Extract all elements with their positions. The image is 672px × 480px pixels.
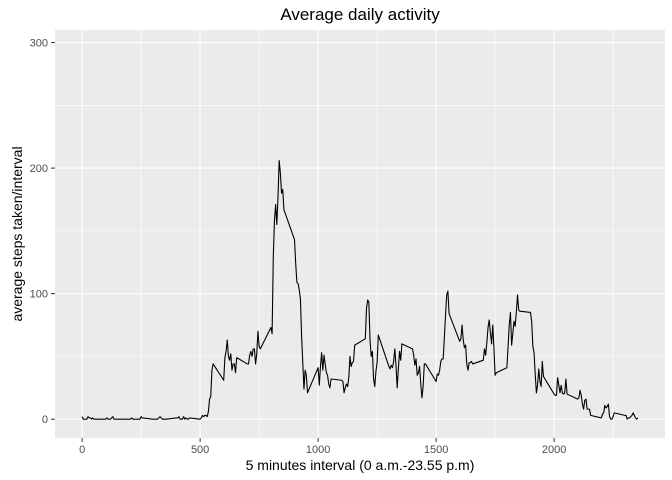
- y-tick-label: 200: [30, 163, 48, 175]
- y-tick-label: 300: [30, 38, 48, 50]
- series-line: [81, 160, 639, 420]
- x-tick-label: 0: [79, 444, 85, 456]
- x-tick-label: 1500: [424, 444, 448, 456]
- y-tick-label: 100: [30, 289, 48, 301]
- x-axis-title: 5 minutes interval (0 a.m.-23.55 p.m): [246, 457, 475, 473]
- tick-labels: 0 500 1000 1500 2000 0 100 200 300: [30, 38, 567, 456]
- x-tick-label: 500: [191, 444, 209, 456]
- y-axis-title: average steps taken/interval: [9, 146, 25, 321]
- axis-ticks: [51, 42, 555, 442]
- chart-title: Average daily activity: [280, 5, 440, 24]
- plot-panel: [55, 30, 665, 438]
- y-tick-label: 0: [42, 414, 48, 426]
- series-layer: [81, 160, 639, 420]
- minor-gridlines: [55, 30, 665, 438]
- x-tick-label: 1000: [306, 444, 330, 456]
- x-tick-label: 2000: [542, 444, 566, 456]
